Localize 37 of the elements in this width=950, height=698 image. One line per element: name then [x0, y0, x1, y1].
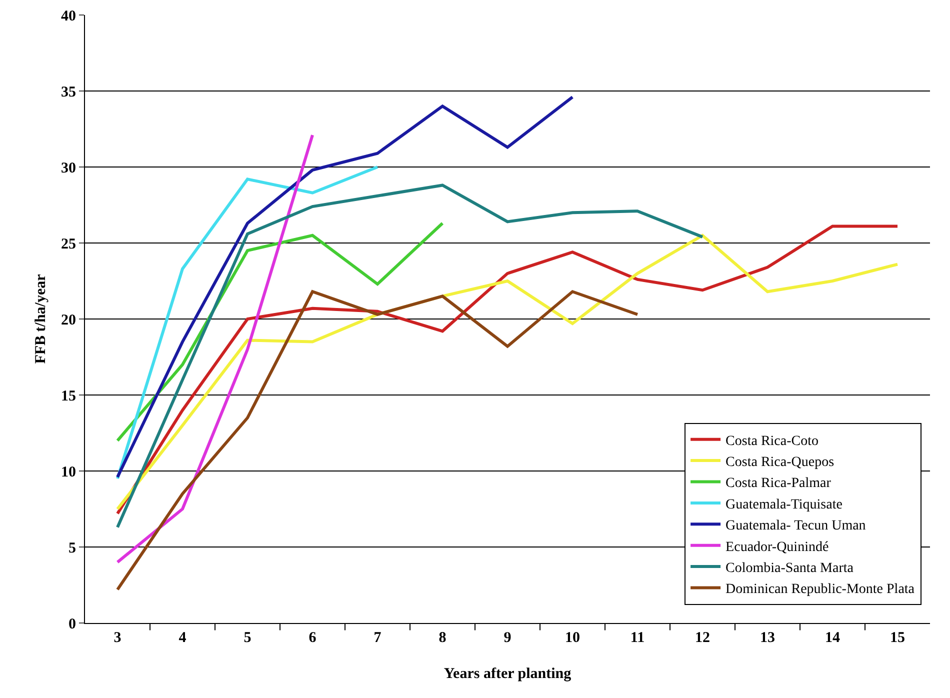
x-tick-label: 12: [695, 630, 710, 646]
y-tick-label: 10: [61, 464, 76, 480]
legend-label: Guatemala- Tecun Uman: [726, 518, 866, 534]
y-tick-label: 20: [61, 312, 76, 328]
x-tick-label: 14: [825, 630, 840, 646]
x-tick-label: 3: [114, 630, 122, 646]
x-tick-label: 4: [178, 630, 187, 646]
x-tick-label: 9: [504, 630, 512, 646]
x-tick-label: 6: [308, 630, 317, 646]
x-tick-label: 15: [890, 630, 905, 646]
line-series: [116, 166, 379, 480]
line-series: [116, 134, 314, 564]
y-tick-label: 5: [68, 540, 76, 556]
legend-label: Costa Rica-Coto: [726, 434, 818, 449]
y-tick-label: 40: [61, 8, 76, 24]
legend-label: Guatemala-Tiquisate: [726, 497, 842, 512]
legend-label: Costa Rica-Palmar: [726, 476, 832, 492]
y-tick-label: 15: [61, 388, 76, 404]
legend-label: Costa Rica-Quepos: [726, 455, 834, 470]
y-tick-label: 35: [61, 84, 76, 100]
legend-label: Dominican Republic-Monte Plata: [726, 582, 916, 598]
legend-label: Colombia-Santa Marta: [726, 561, 854, 576]
y-tick-label: 25: [61, 236, 76, 252]
x-tick-label: 7: [374, 630, 382, 646]
line-series: [116, 290, 639, 592]
x-tick-label: 11: [630, 630, 645, 646]
y-tick-label: 30: [61, 160, 76, 176]
x-tick-label: 8: [438, 630, 446, 646]
x-tick-label: 5: [244, 630, 252, 646]
x-tick-label: 10: [565, 630, 580, 646]
y-tick-label: 0: [68, 616, 76, 632]
x-axis-title: Years after planting: [444, 666, 572, 682]
x-tick-label: 13: [760, 630, 775, 646]
line-series: [116, 96, 574, 479]
legend-label: Ecuador-Quinindé: [726, 540, 829, 555]
y-axis-title: FFB t/ha/year: [33, 274, 49, 364]
line-series: [116, 184, 704, 529]
